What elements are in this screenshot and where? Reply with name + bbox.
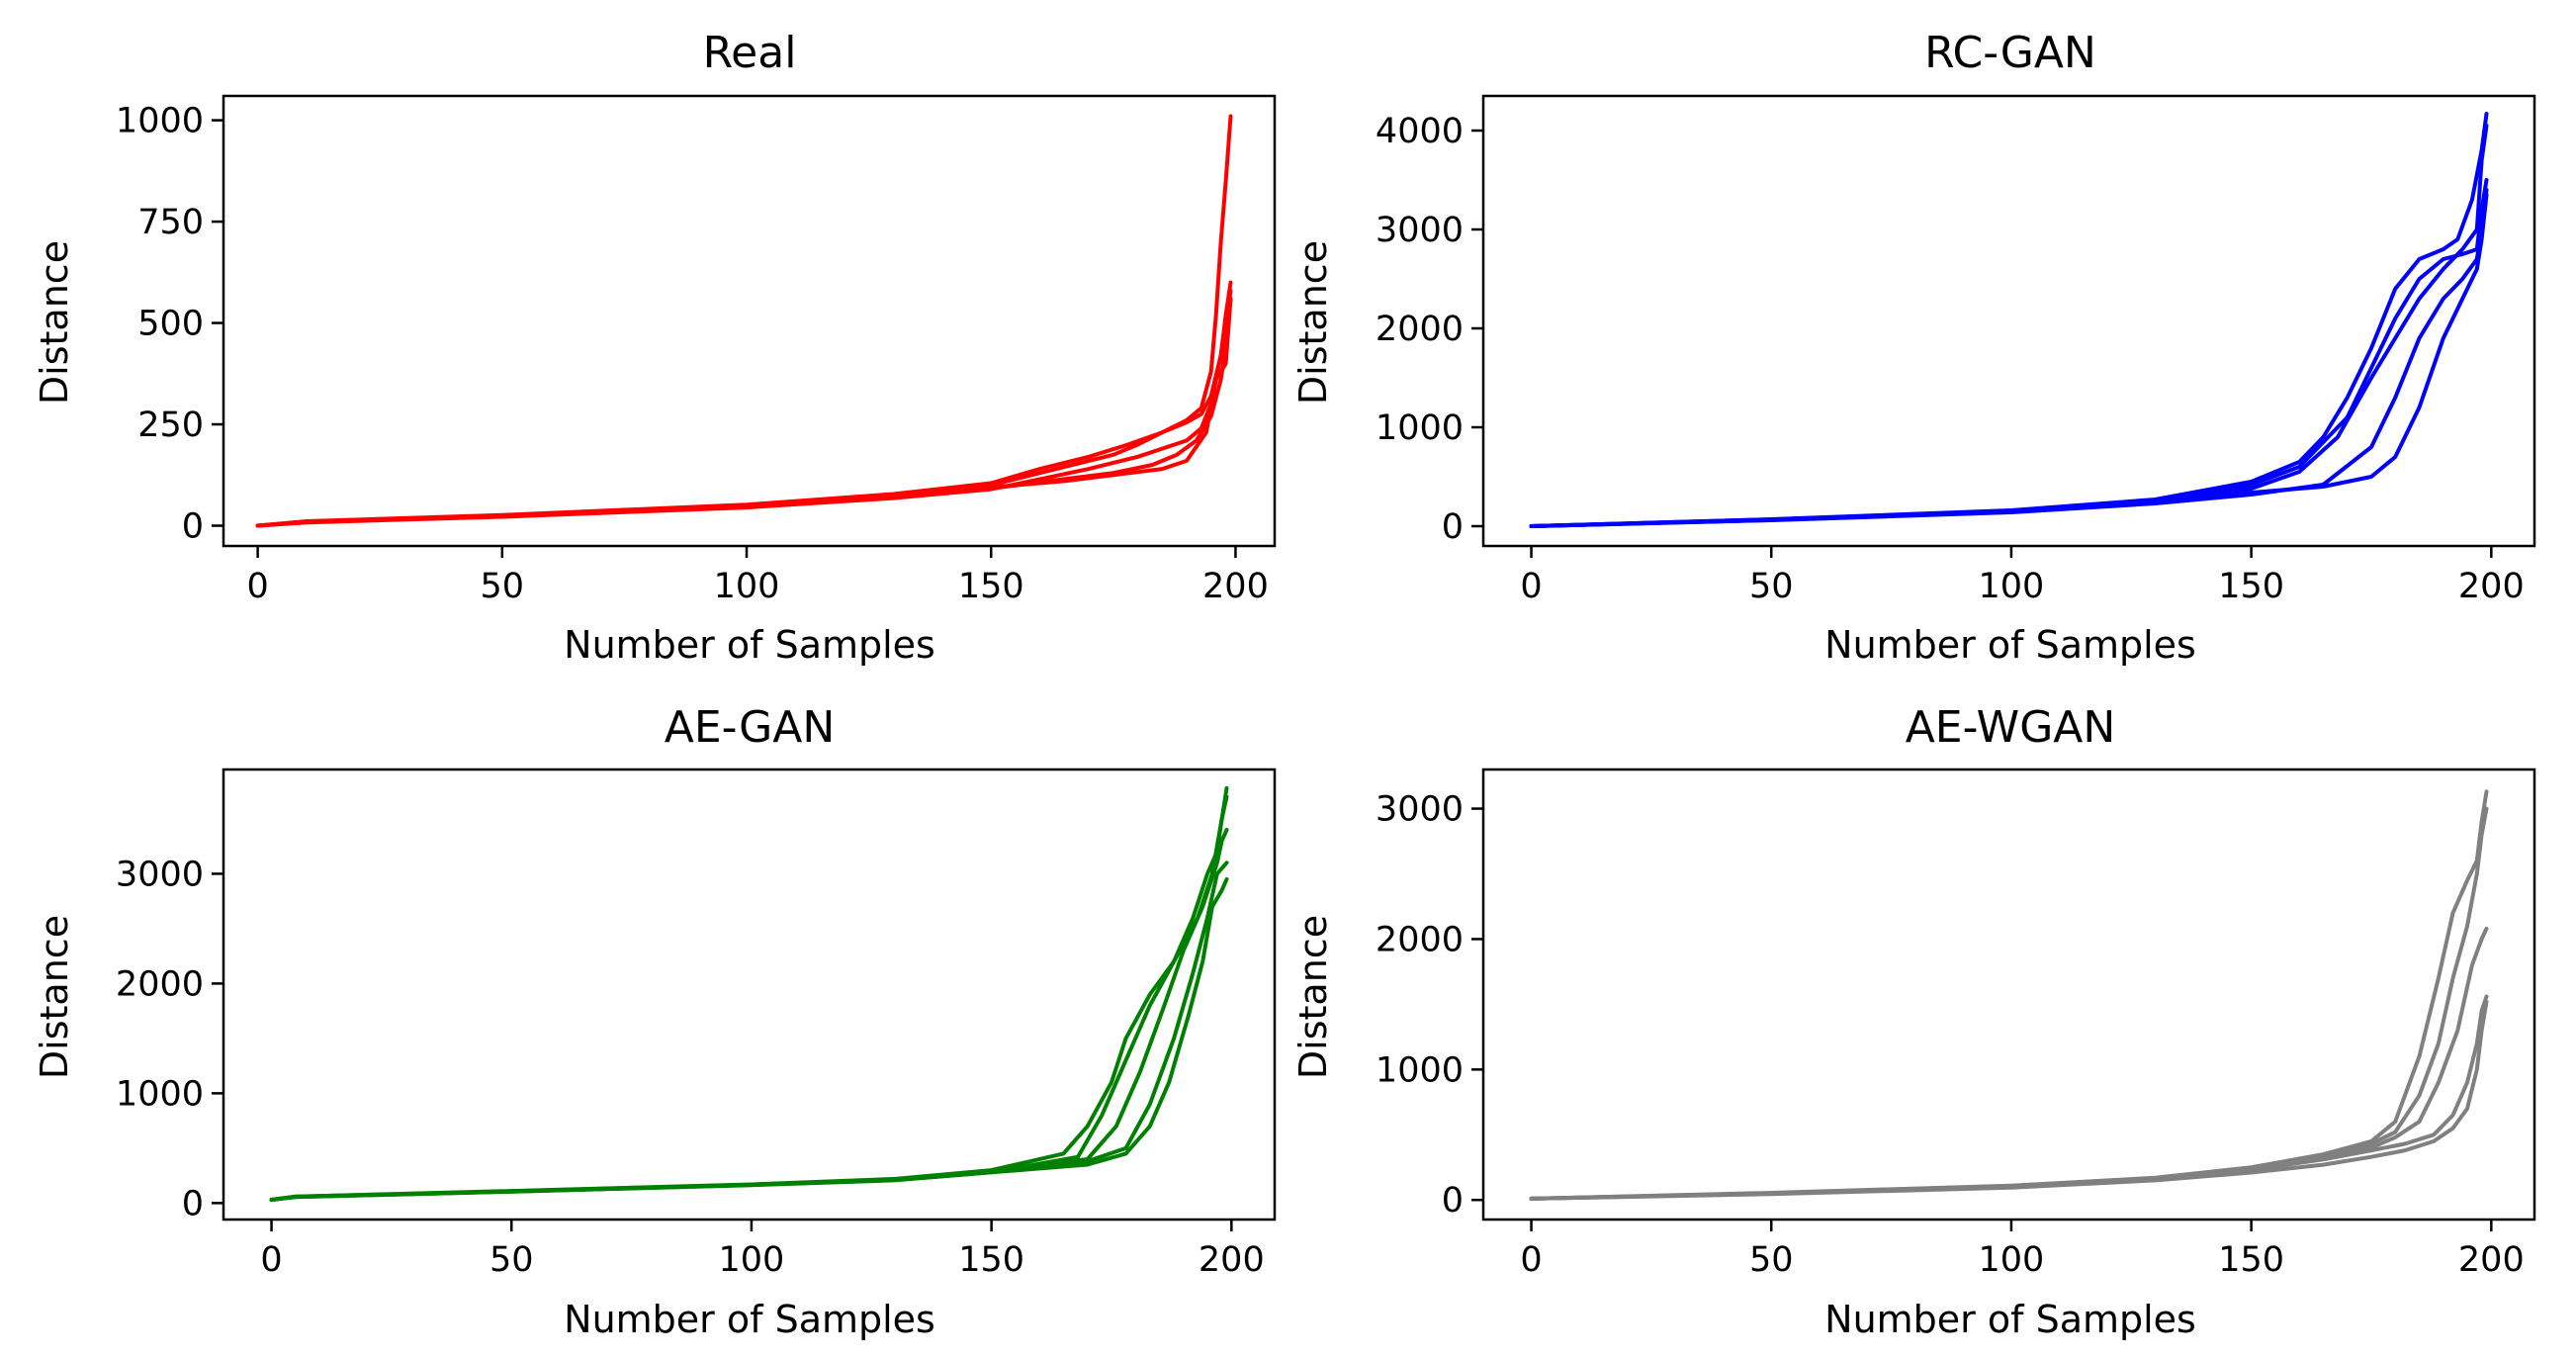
series-line-2 [255, 280, 1233, 528]
y-tick-label: 750 [137, 203, 204, 242]
x-tick-label: 0 [260, 1240, 282, 1280]
y-tick-label: 250 [137, 406, 204, 445]
x-axis-label: Number of Samples [564, 1298, 935, 1341]
subplot-title: AE-GAN [665, 702, 836, 753]
series-line-4 [255, 288, 1233, 528]
x-tick-label: 200 [1199, 1240, 1265, 1280]
subplot-title: RC-GAN [1924, 28, 2096, 78]
y-tick-label: 2000 [116, 964, 204, 1004]
x-axis-label: Number of Samples [1824, 1298, 2196, 1341]
y-tick-label: 1000 [1376, 1050, 1464, 1090]
x-axis-label: Number of Samples [564, 623, 935, 667]
x-tick-label: 100 [1979, 567, 2045, 606]
y-tick-label: 0 [1442, 507, 1464, 547]
y-axis-label: Distance [33, 240, 76, 405]
series-line-2 [1529, 124, 2489, 528]
y-axis-label: Distance [33, 915, 76, 1079]
plot-frame [222, 94, 1277, 548]
subplot-title: AE-WGAN [1906, 702, 2116, 753]
x-tick-label: 150 [958, 1240, 1024, 1280]
y-tick-label: 0 [182, 1184, 204, 1223]
subplot-ae-gan: AE-GAN Number of Samples Distance 0 50 100… [33, 702, 1277, 1341]
series-line-4 [1529, 188, 2489, 528]
series-line-5 [255, 297, 1233, 528]
y-tick-label: 3000 [116, 855, 204, 894]
x-axis-label: Number of Samples [1824, 623, 2196, 667]
x-tick-label: 100 [1979, 1240, 2045, 1280]
y-tick-label: 500 [137, 305, 204, 344]
series-layer [1529, 789, 2489, 1201]
subplot-title: Real [703, 28, 797, 78]
y-axis-label: Distance [1291, 915, 1335, 1079]
x-tick-label: 50 [481, 567, 525, 606]
x-tick-label: 150 [958, 567, 1024, 606]
plot-frame [222, 768, 1277, 1222]
y-tick-label: 2000 [1376, 310, 1464, 349]
y-tick-label: 2000 [1376, 920, 1464, 959]
series-layer [255, 114, 1233, 528]
subplot-ae-wgan: AE-WGAN Number of Samples Distance 0 50 10… [1291, 702, 2536, 1341]
series-line-5 [1529, 999, 2489, 1201]
series-line-5 [269, 877, 1229, 1202]
y-tick-label: 3000 [1376, 211, 1464, 250]
series-line-3 [1529, 178, 2489, 528]
series-line-3 [255, 297, 1233, 528]
x-tick-label: 0 [246, 567, 268, 606]
series-line-1 [1529, 112, 2489, 528]
y-axis-label: Distance [1291, 240, 1335, 405]
x-tick-label: 50 [1749, 1240, 1794, 1280]
plot-frame [1481, 94, 2536, 548]
x-tick-label: 200 [2458, 567, 2525, 606]
y-tick-label: 0 [182, 507, 204, 547]
x-tick-label: 100 [714, 567, 780, 606]
series-layer [269, 785, 1229, 1202]
x-tick-label: 0 [1520, 1240, 1542, 1280]
series-line-5 [1529, 193, 2489, 528]
y-tick-label: 0 [1442, 1181, 1464, 1221]
series-layer [1529, 112, 2489, 528]
subplot-real: Real Number of Samples Distance 0 50 100 15… [33, 28, 1277, 667]
series-line-1 [1529, 789, 2489, 1201]
y-tick-label: 1000 [1376, 408, 1464, 448]
series-line-1 [269, 785, 1229, 1202]
ticks-layer: 0 50 100 150 200 0 250 500 750 1000 [116, 102, 1269, 606]
x-tick-label: 150 [2218, 1240, 2284, 1280]
x-tick-label: 50 [1749, 567, 1794, 606]
y-tick-label: 1000 [116, 102, 204, 141]
x-tick-label: 50 [489, 1240, 534, 1280]
plot-frame [1481, 768, 2536, 1222]
series-line-2 [1529, 806, 2489, 1201]
x-tick-label: 200 [2458, 1240, 2525, 1280]
series-line-3 [1529, 926, 2489, 1201]
y-tick-label: 3000 [1376, 790, 1464, 830]
x-tick-label: 150 [2218, 567, 2284, 606]
series-line-1 [255, 114, 1233, 528]
series-line-2 [269, 794, 1229, 1202]
x-tick-label: 100 [719, 1240, 785, 1280]
x-tick-label: 200 [1202, 567, 1269, 606]
y-tick-label: 1000 [116, 1074, 204, 1114]
subplot-rc-gan: RC-GAN Number of Samples Distance 0 50 100… [1291, 28, 2536, 667]
series-line-4 [1529, 994, 2489, 1201]
x-tick-label: 0 [1520, 567, 1542, 606]
y-tick-label: 4000 [1376, 112, 1464, 151]
